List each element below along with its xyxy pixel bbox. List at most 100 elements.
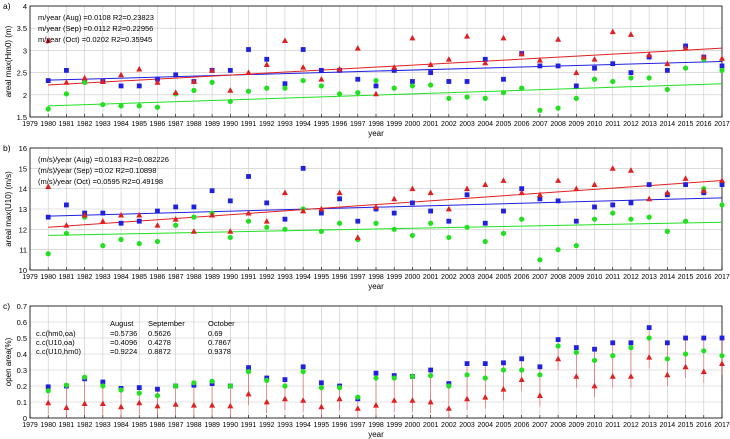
x-tick-label: 1979 (22, 274, 38, 281)
annotation: m/year (Oct) =0.0202 R2=0.35945 (38, 35, 152, 44)
data-point-aug (227, 67, 233, 73)
y-axis-label: areal max(U10) (m/s) (4, 171, 13, 247)
y-tick-label: 0.7 (17, 302, 27, 311)
data-point-sep (701, 348, 707, 354)
panel-b: 1979 1980 1981 1982 1983 1984 1985 1986 1987 1988… (3, 143, 730, 291)
data-point-sep (719, 353, 725, 359)
data-point-aug (391, 210, 397, 216)
data-point-oct (336, 65, 343, 72)
data-point-sep (391, 85, 397, 91)
data-point-sep (118, 236, 124, 243)
data-point-oct (300, 64, 307, 70)
data-point-aug (282, 81, 288, 87)
y-tick-label: 0.6 (17, 318, 27, 327)
data-point-aug (664, 67, 670, 73)
data-point-oct (482, 181, 489, 187)
data-point-oct (664, 189, 671, 196)
data-point-sep (100, 101, 106, 108)
trend-line-sep (48, 83, 723, 107)
data-point-sep (300, 369, 306, 375)
x-tick-label: 2008 (550, 121, 566, 128)
data-point-aug (555, 337, 561, 342)
data-point-aug (64, 67, 69, 73)
data-point-oct (591, 56, 598, 62)
data-point-aug (118, 220, 124, 226)
annotation: m/year (Sep) =0.0112 R2=0.22956 (38, 24, 153, 33)
data-point-oct (700, 187, 707, 194)
x-tick-label: 2005 (496, 274, 512, 281)
data-point-oct (318, 76, 325, 82)
data-point-oct (682, 363, 689, 370)
data-point-sep (154, 238, 161, 245)
data-point-oct (409, 397, 416, 403)
data-point-sep (610, 353, 616, 359)
x-axis-label: year (368, 430, 384, 439)
data-point-aug (646, 325, 652, 330)
data-point-oct (627, 167, 634, 173)
series-sep (45, 335, 725, 400)
data-point-oct (118, 403, 125, 410)
x-tick-label: 1979 (22, 121, 38, 128)
data-point-oct (118, 71, 125, 78)
data-point-oct (500, 34, 507, 41)
x-tick-label: 1989 (204, 422, 220, 429)
data-point-aug (464, 192, 470, 198)
data-point-sep (646, 75, 652, 81)
x-tick-label: 1982 (77, 121, 93, 128)
y-tick-labels: 10 11 12 13 14 15 16 (19, 144, 27, 275)
panel-a: 1979 1980 1981 1982 1983 1984 1985 1986 1987 1988… (3, 1, 730, 138)
x-tick-label: 2002 (441, 121, 457, 128)
data-point-sep (373, 375, 379, 381)
data-point-oct (518, 376, 525, 382)
x-tick-label: 1992 (259, 422, 275, 429)
data-point-aug (264, 200, 270, 206)
data-point-sep (646, 335, 652, 341)
data-point-aug (501, 360, 506, 366)
data-point-sep (136, 103, 142, 109)
x-tick-label: 2017 (714, 274, 730, 281)
data-point-oct (536, 392, 543, 398)
data-point-oct (154, 79, 161, 85)
x-tick-label: 2013 (641, 422, 657, 429)
data-point-aug (519, 356, 525, 362)
y-tick-label: 16 (19, 144, 27, 153)
data-point-oct (245, 69, 252, 75)
data-point-aug (45, 78, 51, 83)
data-point-oct (136, 211, 143, 218)
data-point-oct (172, 215, 179, 222)
x-tick-label: 2016 (696, 422, 712, 429)
y-tick-label: 0 (23, 414, 27, 423)
x-tick-label: 2003 (459, 121, 475, 128)
data-point-sep (555, 343, 561, 349)
data-point-sep (482, 95, 488, 101)
y-tick-label: 14 (19, 185, 27, 194)
data-point-sep (555, 247, 561, 253)
data-point-sep (227, 234, 233, 241)
data-point-oct (500, 386, 507, 392)
x-tick-label: 1981 (59, 274, 75, 281)
data-point-sep (555, 105, 561, 111)
data-point-sep (282, 383, 288, 389)
trend-line-oct (48, 47, 723, 86)
y-tick-label: 0.3 (17, 366, 27, 375)
data-point-oct (81, 74, 88, 81)
data-point-aug (300, 47, 306, 52)
data-point-sep (154, 104, 161, 110)
data-point-aug (300, 364, 306, 370)
data-point-sep (373, 77, 379, 84)
data-point-oct (664, 60, 671, 67)
data-point-oct (464, 32, 471, 39)
data-point-oct (190, 78, 197, 84)
table-header: August (110, 319, 134, 328)
data-point-sep (610, 78, 616, 85)
y-tick-labels: 0 0.1 0.2 0.3 0.4 0.5 0.6 0.7 (17, 302, 27, 423)
data-point-oct (354, 44, 361, 51)
data-point-oct (627, 373, 634, 379)
data-point-sep (500, 89, 507, 96)
data-point-sep (154, 393, 161, 399)
data-point-oct (373, 402, 379, 408)
data-point-oct (664, 371, 671, 378)
data-point-aug (446, 79, 452, 84)
series-oct (45, 165, 725, 240)
data-point-sep (446, 234, 452, 241)
